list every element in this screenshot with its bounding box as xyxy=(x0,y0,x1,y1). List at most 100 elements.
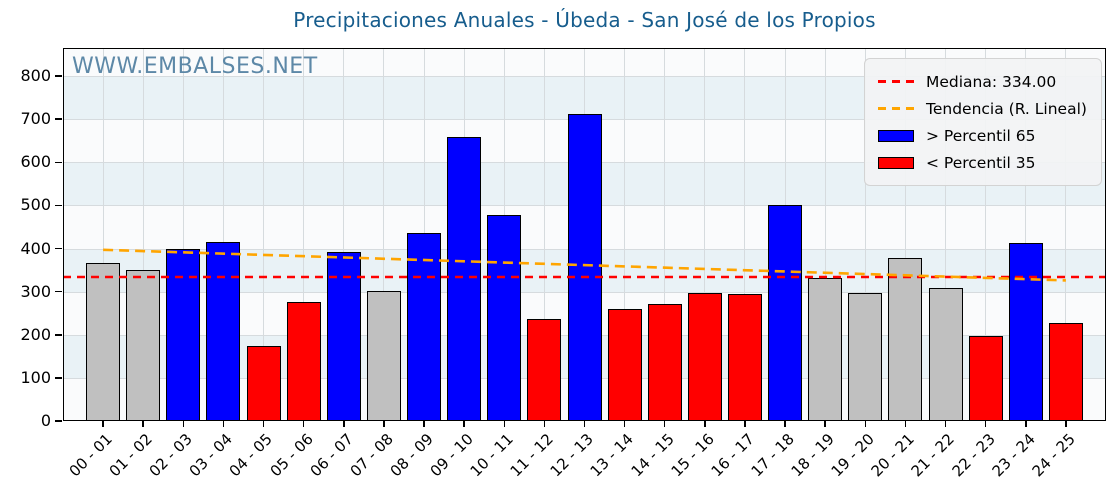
x-tick-label: 17 - 18 xyxy=(747,430,798,481)
bar xyxy=(246,346,281,421)
y-tick xyxy=(55,334,62,336)
y-tick xyxy=(55,290,62,293)
y-tick xyxy=(55,161,62,164)
x-tick-label: 08 - 09 xyxy=(386,430,437,481)
x-tick xyxy=(864,421,867,427)
bar xyxy=(286,302,321,421)
v-gridline xyxy=(222,48,224,421)
v-gridline xyxy=(182,48,184,421)
bar xyxy=(86,262,121,421)
bar xyxy=(407,232,442,421)
x-tick-label: 07 - 08 xyxy=(346,430,397,481)
y-tick-label: 300 xyxy=(20,281,51,301)
x-tick-label: 06 - 07 xyxy=(306,430,357,481)
legend-sample-cell xyxy=(878,80,926,83)
x-tick xyxy=(423,421,425,427)
x-tick xyxy=(784,421,786,427)
x-tick-label: 12 - 13 xyxy=(546,430,598,481)
legend-item: > Percentil 65 xyxy=(878,122,1087,149)
bar xyxy=(727,293,762,421)
x-tick xyxy=(543,421,546,427)
x-tick-label: 00 - 01 xyxy=(65,430,116,481)
watermark: WWW.EMBALSES.NET xyxy=(72,54,318,79)
x-tick-label: 20 - 21 xyxy=(867,430,919,481)
y-tick xyxy=(55,247,62,250)
x-tick-label: 14 - 15 xyxy=(627,430,678,481)
x-tick xyxy=(904,421,907,427)
legend-line-sample xyxy=(878,80,914,83)
v-gridline xyxy=(985,48,987,421)
legend-item: Tendencia (R. Lineal) xyxy=(878,95,1087,122)
x-tick xyxy=(102,421,104,427)
trend-line xyxy=(103,248,1066,282)
v-gridline xyxy=(864,48,866,421)
x-tick xyxy=(463,421,465,427)
y-tick-label: 100 xyxy=(20,367,51,387)
v-gridline xyxy=(824,48,826,421)
v-gridline xyxy=(543,48,545,421)
legend-item: < Percentil 35 xyxy=(878,149,1087,176)
v-gridline xyxy=(624,48,626,421)
x-tick-label: 19 - 20 xyxy=(827,430,879,481)
x-tick-label: 09 - 10 xyxy=(426,430,477,481)
y-tick xyxy=(55,75,62,77)
x-tick xyxy=(1065,421,1067,427)
v-gridline xyxy=(904,48,906,421)
x-tick-label: 04 - 05 xyxy=(225,430,277,481)
y-tick-label: 500 xyxy=(20,195,51,215)
y-tick-label: 600 xyxy=(20,152,51,172)
x-tick-label: 21 - 22 xyxy=(907,430,959,481)
v-gridline xyxy=(664,48,666,421)
legend-sample-cell xyxy=(878,156,926,169)
x-tick xyxy=(1025,421,1027,427)
y-tick-label: 400 xyxy=(20,238,51,258)
bar xyxy=(567,113,602,421)
x-tick xyxy=(944,421,947,427)
bar xyxy=(808,278,843,421)
bar xyxy=(126,270,161,421)
bar xyxy=(768,204,803,421)
bar xyxy=(487,215,522,421)
x-tick-label: 24 - 25 xyxy=(1028,430,1079,481)
legend: Mediana: 334.00 Tendencia (R. Lineal) > Pe… xyxy=(864,58,1102,186)
v-gridline xyxy=(102,48,104,421)
x-tick xyxy=(984,421,987,427)
x-tick-label: 10 - 11 xyxy=(466,430,517,481)
y-tick-label: 200 xyxy=(20,324,51,344)
bar xyxy=(848,292,883,421)
legend-item-label: < Percentil 35 xyxy=(926,153,1036,172)
bar xyxy=(607,309,642,421)
bar xyxy=(687,292,722,421)
x-tick xyxy=(182,421,185,427)
legend-patch-sample xyxy=(878,129,914,142)
bar xyxy=(527,319,562,421)
x-tick-label: 16 - 17 xyxy=(707,430,758,481)
y-tick-label: 700 xyxy=(20,109,51,129)
y-tick xyxy=(55,118,62,120)
v-gridline xyxy=(303,48,305,421)
v-gridline xyxy=(945,48,947,421)
bar xyxy=(447,136,482,421)
y-tick-label: 0 xyxy=(40,411,51,430)
x-tick xyxy=(824,421,826,427)
legend-item-label: > Percentil 65 xyxy=(926,126,1036,145)
x-tick-label: 03 - 04 xyxy=(185,430,237,481)
v-gridline xyxy=(343,48,345,421)
legend-item-label: Mediana: 334.00 xyxy=(926,72,1057,91)
bar xyxy=(206,241,241,421)
x-tick xyxy=(503,421,506,427)
v-gridline xyxy=(704,48,706,421)
legend-sample-cell xyxy=(878,129,926,142)
legend-line-sample xyxy=(878,107,914,110)
v-gridline xyxy=(744,48,746,421)
x-tick xyxy=(663,421,666,427)
x-tick xyxy=(744,421,746,427)
v-gridline xyxy=(263,48,265,421)
x-tick-label: 15 - 16 xyxy=(667,430,718,481)
reference-lines xyxy=(63,248,1106,282)
v-gridline xyxy=(383,48,385,421)
x-tick xyxy=(262,421,265,427)
x-tick-label: 01 - 02 xyxy=(105,430,156,481)
x-tick xyxy=(222,421,225,427)
x-tick-label: 23 - 24 xyxy=(988,430,1039,481)
